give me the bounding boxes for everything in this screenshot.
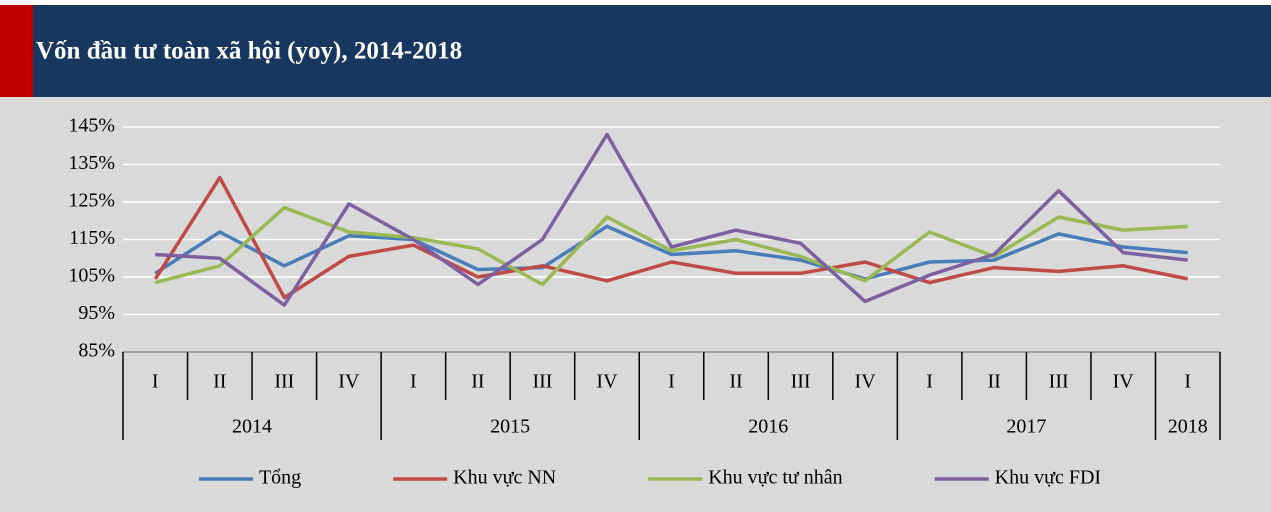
x-tick-label: III: [1049, 371, 1069, 393]
x-tick-label: IV: [596, 371, 618, 393]
header-accent: [0, 5, 33, 97]
chart-title: Vốn đầu tư toàn xã hội (yoy), 2014-2018: [36, 38, 462, 65]
x-tick-label: I: [410, 371, 417, 393]
year-label: 2016: [748, 416, 788, 438]
x-tick-label: I: [1184, 371, 1191, 393]
y-tick-label: 135%: [68, 152, 115, 174]
x-tick-label: III: [532, 371, 552, 393]
y-tick-label: 115%: [69, 227, 115, 249]
x-tick-label: I: [152, 371, 159, 393]
y-tick-label: 95%: [78, 302, 115, 324]
x-tick-label: III: [791, 371, 811, 393]
y-tick-label: 85%: [78, 340, 115, 362]
y-tick-label: 145%: [68, 115, 115, 137]
x-tick-label: I: [926, 371, 933, 393]
year-label: 2018: [1168, 416, 1208, 438]
x-tick-label: II: [987, 371, 1000, 393]
x-tick-label: IV: [855, 371, 877, 393]
legend-label: Khu vực NN: [453, 467, 556, 489]
legend-label: Tổng: [259, 467, 301, 489]
series-line: [154, 224, 1188, 281]
series-line: [154, 205, 1188, 287]
chart-background: [0, 97, 1271, 512]
year-label: 2015: [490, 416, 530, 438]
header-band: [0, 5, 1271, 97]
year-label: 2017: [1006, 416, 1046, 438]
legend-label: Khu vực tư nhân: [708, 467, 842, 489]
x-tick-label: IV: [338, 371, 360, 393]
series-line: [155, 132, 1188, 307]
x-tick-label: II: [471, 371, 484, 393]
x-tick-label: II: [729, 371, 742, 393]
series-line: [153, 175, 1189, 300]
legend-label: Khu vực FDI: [995, 467, 1101, 489]
x-tick-label: I: [668, 371, 675, 393]
y-tick-label: 125%: [68, 190, 115, 212]
year-label: 2014: [232, 416, 272, 438]
y-tick-label: 105%: [68, 265, 115, 287]
x-tick-label: II: [213, 371, 226, 393]
x-tick-label: IV: [1113, 371, 1135, 393]
x-tick-label: III: [274, 371, 294, 393]
